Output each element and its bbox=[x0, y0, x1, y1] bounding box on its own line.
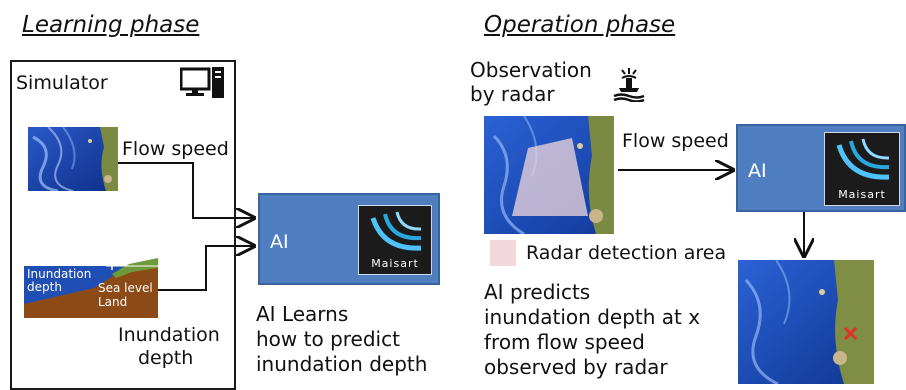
terrain-sea-level-label: Sea level bbox=[98, 281, 153, 295]
terrain-land-label: Land bbox=[98, 295, 128, 309]
operation-ai-box: AI Maisart bbox=[736, 124, 906, 212]
terrain-depth-line2: depth bbox=[27, 280, 62, 294]
ai-predicts-text: AI predicts inundation depth at x from f… bbox=[484, 280, 700, 380]
ai-learns-line1: AI Learns bbox=[256, 302, 349, 326]
prediction-image bbox=[738, 260, 874, 384]
observation-line1: Observation bbox=[470, 58, 592, 82]
ai-predicts-line2: inundation depth at x bbox=[484, 305, 701, 329]
maisart-logo-icon: Maisart bbox=[358, 205, 432, 275]
learning-logo-text: Maisart bbox=[371, 257, 419, 270]
ai-learns-line2: how to predict bbox=[256, 327, 400, 351]
ai-predicts-line4: observed by radar bbox=[484, 355, 668, 379]
ai-learns-text: AI Learns how to predict inundation dept… bbox=[256, 302, 427, 377]
learning-phase-heading: Learning phase bbox=[22, 12, 200, 38]
observation-label: Observation by radar bbox=[470, 58, 592, 106]
simulator-label: Simulator bbox=[16, 72, 108, 94]
operation-phase-heading: Operation phase bbox=[484, 12, 676, 38]
learning-ai-box: AI Maisart bbox=[258, 193, 440, 285]
operation-logo-text: Maisart bbox=[838, 188, 886, 201]
radar-area-swatch bbox=[490, 240, 516, 266]
learning-ai-label: AI bbox=[270, 231, 289, 253]
inundation-depth-arrow bbox=[158, 246, 254, 291]
operation-ai-label: AI bbox=[748, 160, 767, 182]
radar-observation-image bbox=[484, 116, 614, 234]
terrain-inundation-line1: Inundation bbox=[27, 267, 92, 281]
ai-predicts-line3: from flow speed bbox=[484, 330, 645, 354]
ai-predicts-line1: AI predicts bbox=[484, 280, 591, 304]
simulator-flow-image bbox=[28, 127, 118, 191]
terrain-cross-section-image bbox=[24, 256, 158, 318]
computer-icon bbox=[180, 66, 226, 100]
terrain-inundation-label: Inundation depth bbox=[27, 268, 91, 294]
inundation-label-line2: depth bbox=[138, 347, 194, 369]
maisart-logo-icon: Maisart bbox=[824, 132, 900, 206]
flow-speed-arrow bbox=[118, 162, 254, 218]
operation-flow-speed-label: Flow speed bbox=[622, 130, 729, 152]
learning-flow-speed-label: Flow speed bbox=[122, 138, 229, 160]
inundation-depth-label: Inundation depth bbox=[118, 324, 220, 370]
inundation-label-line1: Inundation bbox=[118, 324, 220, 346]
x-marker-icon bbox=[843, 326, 858, 341]
radar-area-legend-label: Radar detection area bbox=[526, 242, 727, 264]
observation-line2: by radar bbox=[470, 82, 555, 106]
ai-learns-line3: inundation depth bbox=[256, 352, 428, 376]
radar-icon bbox=[612, 66, 646, 102]
